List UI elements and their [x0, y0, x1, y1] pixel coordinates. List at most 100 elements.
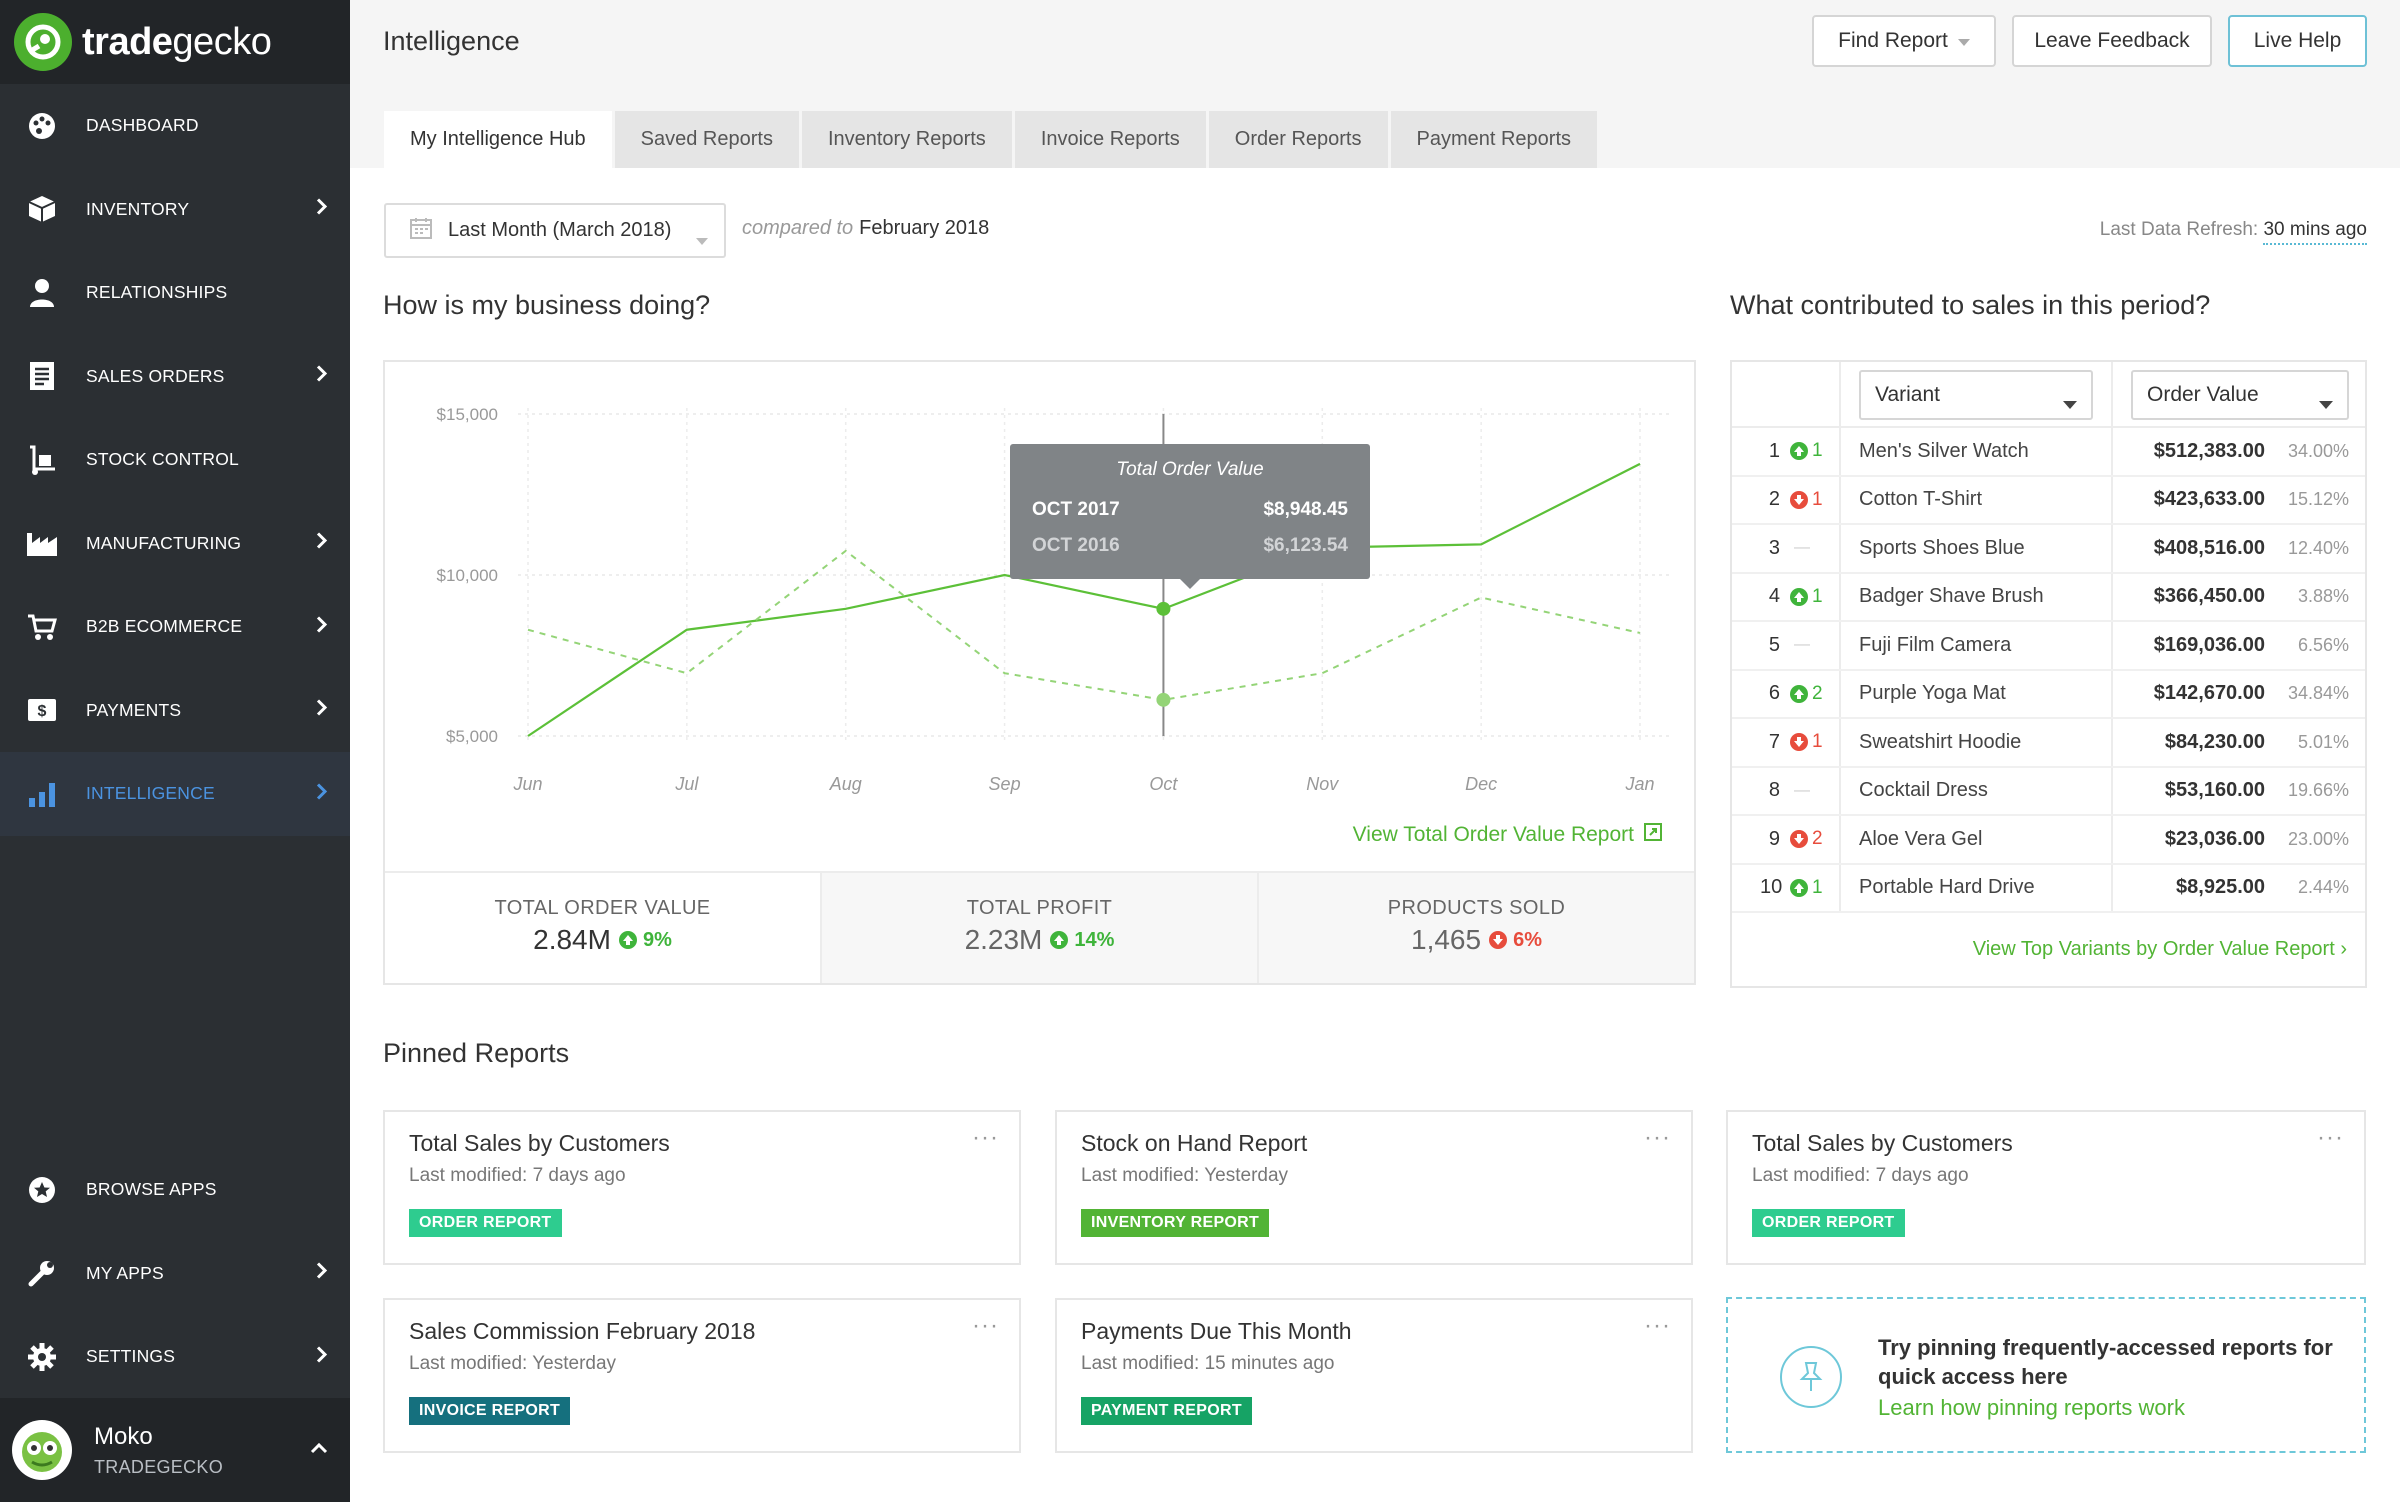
brand-logo[interactable]: tradegecko — [0, 0, 350, 84]
table-row[interactable]: 3 — Sports Shoes Blue $408,516.00 12.40% — [1732, 525, 2365, 574]
period-select[interactable]: Last Month (March 2018) — [384, 203, 726, 258]
table-row[interactable]: 4 1 Badger Shave Brush $366,450.00 3.88% — [1732, 573, 2365, 622]
report-type-badge: INVOICE REPORT — [409, 1397, 571, 1425]
nav-item-payments[interactable]: $ PAYMENTS — [0, 669, 350, 753]
x-tick-label: Jan — [1624, 774, 1654, 794]
table-row[interactable]: 1 1 Men's Silver Watch $512,383.00 34.00% — [1732, 428, 2365, 477]
pinned-report-card[interactable]: Sales Commission February 2018 Last modi… — [383, 1298, 1021, 1453]
hand-truck-icon — [24, 442, 60, 478]
pinned-report-card[interactable]: Stock on Hand Report Last modified: Yest… — [1055, 1110, 1693, 1265]
tab-invoice-reports[interactable]: Invoice Reports — [1014, 111, 1206, 168]
table-row[interactable]: 5 — Fuji Film Camera $169,036.00 6.56% — [1732, 622, 2365, 671]
calendar-icon — [410, 217, 432, 245]
gecko-logo-icon — [14, 13, 72, 71]
sidebar: tradegecko DASHBOARD INVENTORY RELATIONS… — [0, 0, 350, 1502]
variant-name: Sports Shoes Blue — [1841, 525, 2113, 572]
table-row[interactable]: 9 2 Aloe Vera Gel $23,036.00 23.00% — [1732, 816, 2365, 865]
nav-item-relationships[interactable]: RELATIONSHIPS — [0, 251, 350, 335]
person-icon — [24, 275, 60, 311]
find-report-label: Find Report — [1838, 29, 1948, 52]
pinned-report-card[interactable]: Total Sales by Customers Last modified: … — [1726, 1110, 2366, 1265]
more-options-icon[interactable]: ··· — [972, 1124, 999, 1151]
tooltip-row1-label: OCT 2017 — [1032, 499, 1120, 520]
live-help-button[interactable]: Live Help — [2228, 15, 2367, 67]
table-row[interactable]: 2 1 Cotton T-Shirt $423,633.00 15.12% — [1732, 476, 2365, 525]
arrow-up-circle-icon — [1790, 442, 1808, 461]
refresh-time[interactable]: 30 mins ago — [2263, 219, 2367, 245]
table-row[interactable]: 7 1 Sweatshirt Hoodie $84,230.00 5.01% — [1732, 719, 2365, 768]
pinned-report-card[interactable]: Total Sales by Customers Last modified: … — [383, 1110, 1021, 1265]
nav-item-my-apps[interactable]: MY APPS — [0, 1232, 350, 1316]
tab-my-intelligence-hub[interactable]: My Intelligence Hub — [384, 111, 612, 168]
chart-tooltip: Total Order Value OCT 2017 $8,948.45 OCT… — [1010, 444, 1370, 589]
order-value-line-chart[interactable]: $15,000 $10,000 $5,000 Jun Jul Aug Sep Oct Nov De… — [385, 362, 1694, 871]
table-row[interactable]: 8 — Cocktail Dress $53,160.00 19.66% — [1732, 767, 2365, 816]
tab-order-reports[interactable]: Order Reports — [1208, 111, 1388, 168]
variant-name: Sweatshirt Hoodie — [1841, 719, 2113, 766]
rank-change: — — [1794, 636, 1810, 654]
pinned-heading: Pinned Reports — [383, 1038, 570, 1068]
pin-icon — [1780, 1346, 1842, 1408]
variant-name: Cotton T-Shirt — [1841, 476, 2113, 523]
arrow-up-circle-icon — [1050, 931, 1069, 949]
tab-inventory-reports[interactable]: Inventory Reports — [801, 111, 1012, 168]
nav-item-inventory[interactable]: INVENTORY — [0, 168, 350, 252]
x-tick-label: Aug — [829, 774, 862, 794]
contrib-heading: What contributed to sales in this period… — [1730, 290, 2211, 320]
learn-pinning-link[interactable]: Learn how pinning reports work — [1878, 1395, 2185, 1420]
arrow-up-circle-icon — [618, 931, 637, 949]
rank-number: 2 — [1768, 488, 1780, 511]
pinning-tip-card: Try pinning frequently-accessed reports … — [1726, 1297, 2366, 1453]
tab-payment-reports[interactable]: Payment Reports — [1390, 111, 1598, 168]
nav-item-stock-control[interactable]: STOCK CONTROL — [0, 418, 350, 502]
more-options-icon[interactable]: ··· — [1644, 1312, 1671, 1339]
arrow-up-circle-icon — [1790, 684, 1808, 703]
variant-percent: 3.88% — [2297, 586, 2349, 607]
business-heading: How is my business doing? — [383, 290, 711, 320]
nav-item-browse-apps[interactable]: BROWSE APPS — [0, 1148, 350, 1232]
metric-select[interactable]: Order Value — [2131, 370, 2349, 420]
caret-down-icon — [1957, 29, 1970, 53]
y-tick-label: $5,000 — [446, 727, 498, 746]
more-options-icon[interactable]: ··· — [972, 1312, 999, 1339]
chevron-right-icon — [316, 782, 328, 805]
nav-item-settings[interactable]: SETTINGS — [0, 1315, 350, 1399]
highlight-point — [1156, 692, 1171, 707]
more-options-icon[interactable]: ··· — [2317, 1124, 2344, 1151]
variant-amount: $423,633.00 — [2153, 488, 2265, 511]
pinned-report-card[interactable]: Payments Due This Month Last modified: 1… — [1055, 1298, 1693, 1453]
variant-percent: 12.40% — [2287, 537, 2349, 558]
more-options-icon[interactable]: ··· — [1644, 1124, 1671, 1151]
variant-select[interactable]: Variant — [1859, 370, 2093, 420]
nav-item-sales-orders[interactable]: SALES ORDERS — [0, 335, 350, 419]
arrow-down-circle-icon — [1790, 830, 1808, 849]
nav-item-manufacturing[interactable]: MANUFACTURING — [0, 502, 350, 586]
tip-text: Try pinning frequently-accessed reports … — [1878, 1335, 2333, 1389]
variant-percent: 19.66% — [2287, 780, 2349, 801]
nav-item-intelligence[interactable]: INTELLIGENCE — [0, 752, 350, 836]
variant-amount: $84,230.00 — [2164, 730, 2265, 753]
tab-saved-reports[interactable]: Saved Reports — [614, 111, 799, 168]
nav-label: B2B ECOMMERCE — [86, 616, 243, 637]
chevron-right-icon — [316, 198, 328, 221]
nav-item-b2b-ecommerce[interactable]: B2B ECOMMERCE — [0, 585, 350, 669]
highlight-point — [1156, 601, 1171, 616]
variant-name: Purple Yoga Mat — [1841, 670, 2113, 717]
variant-amount: $512,383.00 — [2153, 439, 2265, 462]
table-row[interactable]: 6 2 Purple Yoga Mat $142,670.00 34.84% — [1732, 670, 2365, 719]
arrow-down-circle-icon — [1790, 733, 1808, 752]
nav-item-dashboard[interactable]: DASHBOARD — [0, 84, 350, 168]
view-top-variants-link[interactable]: View Top Variants by Order Value Report … — [1972, 938, 2347, 960]
chevron-right-icon — [316, 365, 328, 388]
variant-percent: 34.84% — [2287, 683, 2349, 704]
view-total-order-value-link[interactable]: View Total Order Value Report — [1353, 823, 1662, 847]
user-menu[interactable]: Moko TRADEGECKO — [0, 1398, 350, 1502]
rank-change: — — [1794, 781, 1810, 799]
table-row[interactable]: 10 1 Portable Hard Drive $8,925.00 2.44% — [1732, 864, 2365, 913]
leave-feedback-button[interactable]: Leave Feedback — [2012, 15, 2212, 67]
find-report-button[interactable]: Find Report — [1812, 15, 1996, 67]
nav-label: RELATIONSHIPS — [86, 282, 228, 303]
report-type-badge: PAYMENT REPORT — [1081, 1397, 1252, 1425]
rank-change: 2 — [1790, 828, 1823, 850]
nav-label: INVENTORY — [86, 198, 190, 219]
